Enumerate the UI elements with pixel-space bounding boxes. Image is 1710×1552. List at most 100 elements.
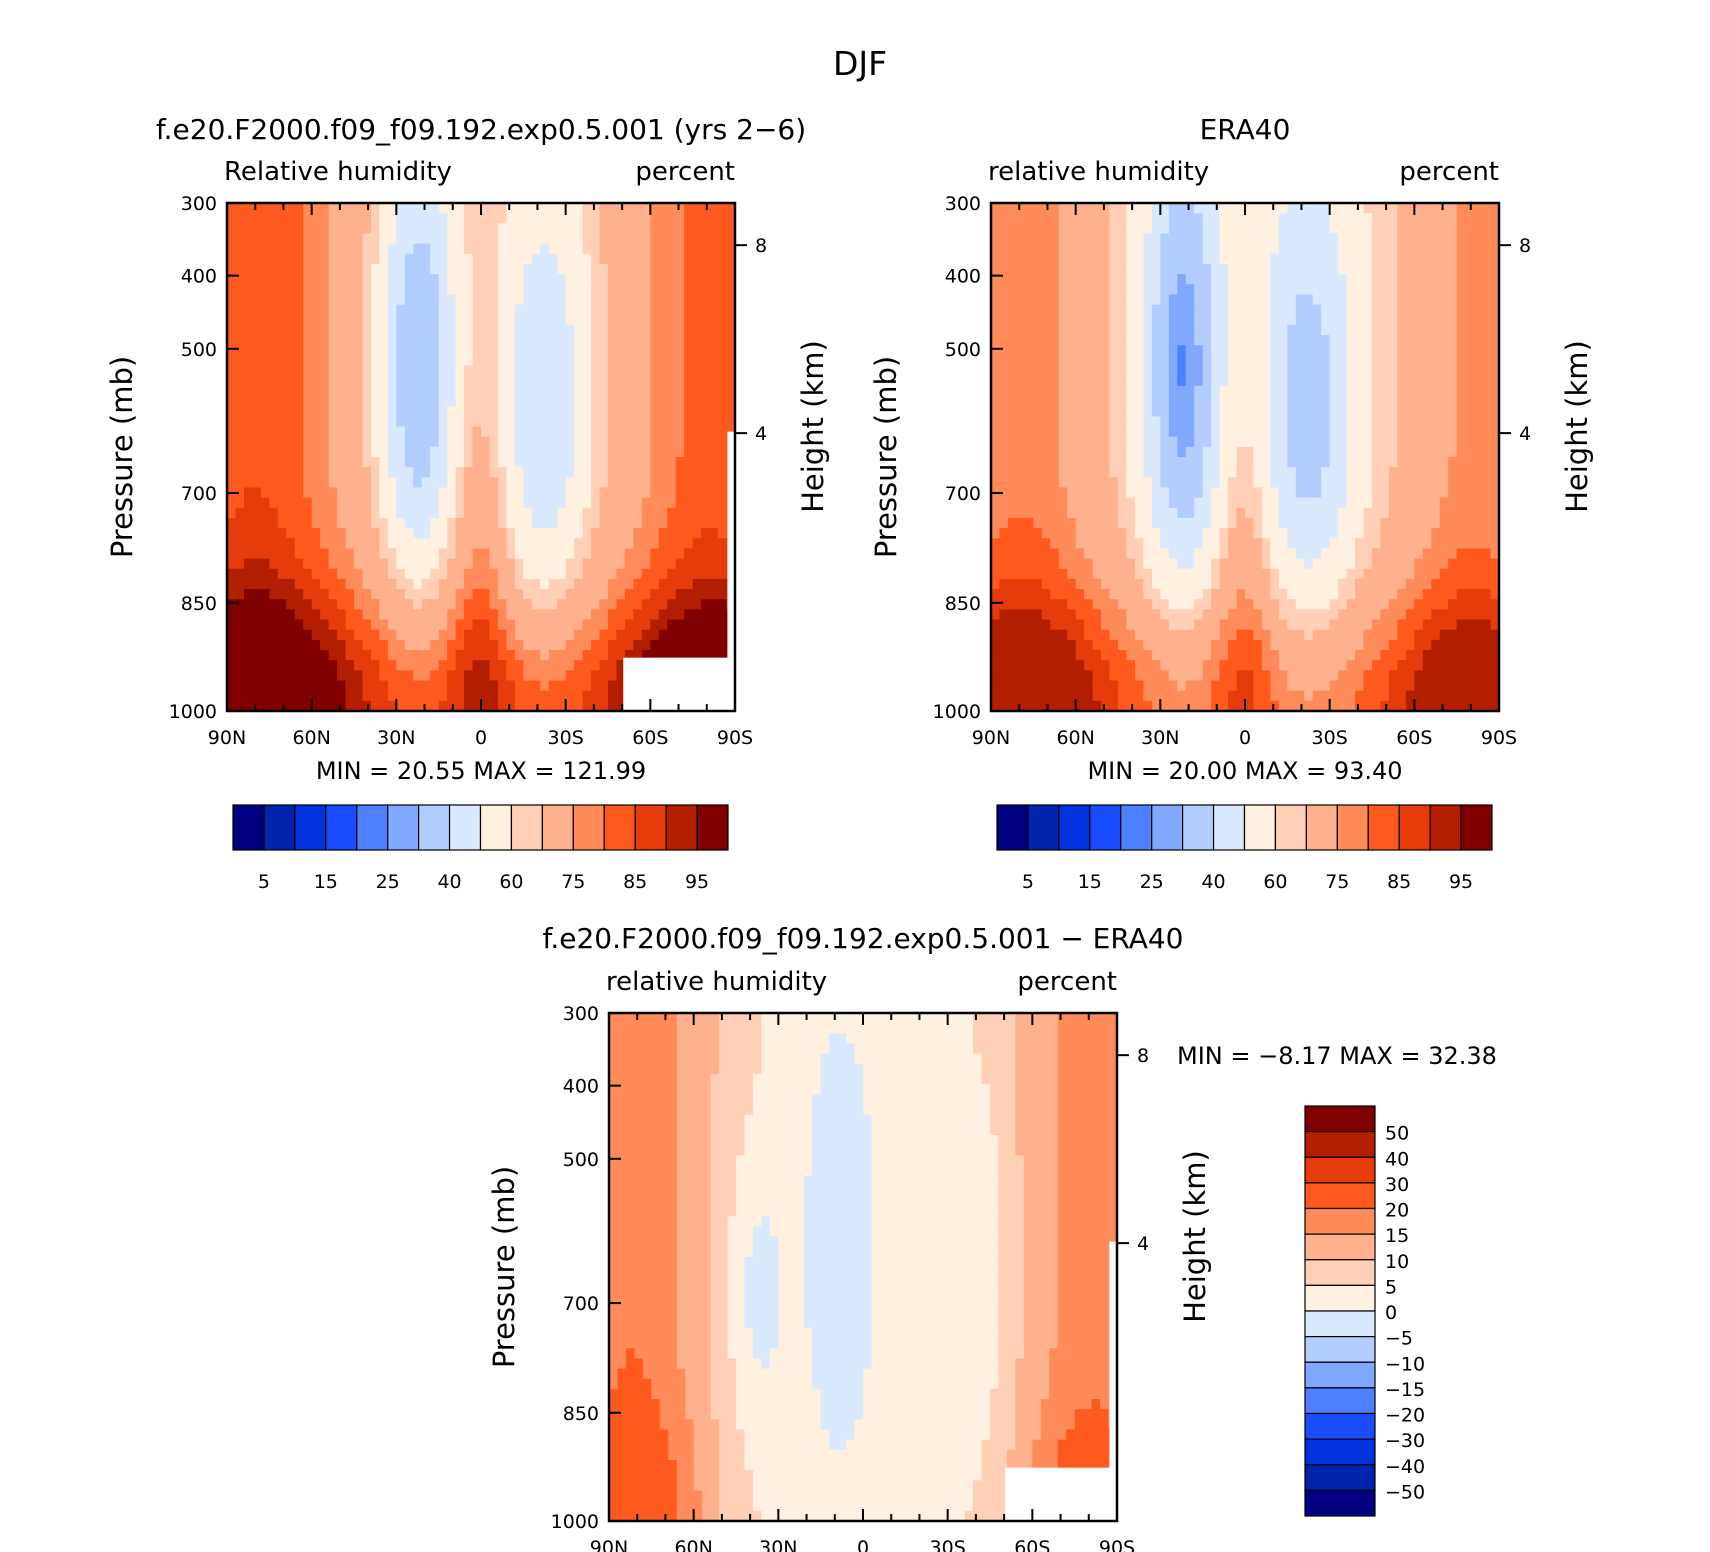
right-label: percent	[1399, 157, 1499, 187]
heatmap-cell	[692, 345, 702, 356]
heatmap-cell	[455, 680, 465, 692]
heatmap-cell	[1084, 365, 1094, 377]
heatmap-cell	[1270, 477, 1280, 489]
heatmap-cell	[1160, 355, 1170, 367]
heatmap-cell	[658, 629, 668, 641]
heatmap-cell	[1118, 314, 1128, 326]
heatmap-cell	[1058, 213, 1068, 224]
heatmap-cell	[658, 263, 668, 275]
heatmap-cell	[1397, 355, 1407, 367]
heatmap-cell	[999, 426, 1009, 438]
heatmap-cell	[269, 223, 279, 235]
heatmap-cell	[243, 416, 253, 428]
heatmap-cell	[1160, 517, 1170, 529]
heatmap-cell	[294, 507, 304, 519]
heatmap-cell	[1143, 294, 1153, 306]
heatmap-cell	[235, 375, 245, 387]
heatmap-cell	[1194, 365, 1204, 377]
heatmap-cell	[235, 639, 245, 651]
heatmap-cell	[472, 670, 482, 682]
heatmap-cell	[227, 223, 237, 235]
heatmap-cell	[1211, 416, 1221, 428]
heatmap-cell	[489, 609, 499, 621]
heatmap-cell	[616, 294, 626, 306]
heatmap-cell	[1363, 294, 1373, 306]
heatmap-cell	[1109, 233, 1119, 245]
heatmap-cell	[243, 355, 253, 367]
heatmap-cell	[1228, 385, 1238, 397]
heatmap-cell	[1024, 487, 1034, 499]
heatmap-cell	[565, 426, 575, 438]
heatmap-cell	[328, 284, 338, 296]
heatmap-cell	[1126, 355, 1136, 367]
heatmap-cell	[413, 639, 423, 651]
heatmap-cell	[675, 578, 685, 590]
heatmap-cell	[718, 467, 728, 478]
heatmap-cell	[1270, 314, 1280, 326]
heatmap-cell	[1338, 335, 1348, 346]
heatmap-cell	[1075, 274, 1085, 285]
heatmap-cell	[370, 650, 380, 661]
heatmap-cell	[362, 365, 372, 377]
heatmap-cell	[464, 355, 474, 367]
heatmap-cell	[523, 467, 533, 478]
heatmap-cell	[396, 355, 406, 367]
heatmap-cell	[523, 385, 533, 397]
heatmap-cell	[227, 639, 237, 651]
heatmap-cell	[616, 416, 626, 428]
heatmap-cell	[1287, 375, 1297, 387]
heatmap-cell	[1151, 375, 1161, 387]
heatmap-cell	[548, 294, 558, 306]
heatmap-cell	[675, 609, 685, 621]
heatmap-cell	[260, 507, 270, 519]
heatmap-cell	[1202, 375, 1212, 387]
heatmap-cell	[1270, 436, 1280, 448]
heatmap-cell	[320, 467, 330, 478]
heatmap-cell	[1109, 467, 1119, 478]
heatmap-cell	[396, 284, 406, 296]
heatmap-cell	[354, 304, 364, 316]
heatmap-cell	[1033, 365, 1043, 377]
heatmap-cell	[1397, 335, 1407, 346]
heatmap-cell	[1185, 396, 1195, 407]
heatmap-cell	[277, 203, 287, 214]
heatmap-cell	[311, 294, 321, 306]
heatmap-cell	[1143, 345, 1153, 356]
heatmap-cell	[328, 335, 338, 346]
heatmap-cell	[624, 406, 634, 417]
heatmap-cell	[489, 314, 499, 326]
heatmap-cell	[540, 355, 550, 367]
heatmap-cell	[497, 578, 507, 590]
heatmap-cell	[489, 599, 499, 610]
heatmap-cell	[1118, 253, 1128, 265]
heatmap-cell	[421, 660, 431, 671]
heatmap-cell	[1312, 436, 1322, 448]
heatmap-cell	[1456, 457, 1466, 468]
heatmap-cell	[557, 670, 567, 682]
heatmap-cell	[1084, 203, 1094, 214]
heatmap-cell	[650, 355, 660, 367]
heatmap-cell	[252, 263, 262, 275]
heatmap-cell	[294, 203, 304, 214]
heatmap-cell	[1126, 385, 1136, 397]
heatmap-cell	[1388, 274, 1398, 285]
heatmap-cell	[243, 578, 253, 590]
heatmap-cell	[557, 578, 567, 590]
heatmap-cell	[421, 680, 431, 692]
heatmap-cell	[1270, 416, 1280, 428]
heatmap-cell	[328, 385, 338, 397]
heatmap-cell	[574, 599, 584, 610]
heatmap-cell	[1211, 253, 1221, 265]
heatmap-cell	[650, 426, 660, 438]
heatmap-cell	[1177, 517, 1187, 529]
heatmap-cell	[692, 609, 702, 621]
heatmap-cell	[455, 507, 465, 519]
heatmap-cell	[438, 578, 448, 590]
heatmap-cell	[294, 345, 304, 356]
heatmap-cell	[481, 396, 491, 407]
heatmap-cell	[599, 548, 609, 560]
heatmap-cell	[379, 477, 389, 489]
heatmap-cell	[1261, 284, 1271, 296]
heatmap-cell	[1338, 385, 1348, 397]
heatmap-cell	[328, 304, 338, 316]
